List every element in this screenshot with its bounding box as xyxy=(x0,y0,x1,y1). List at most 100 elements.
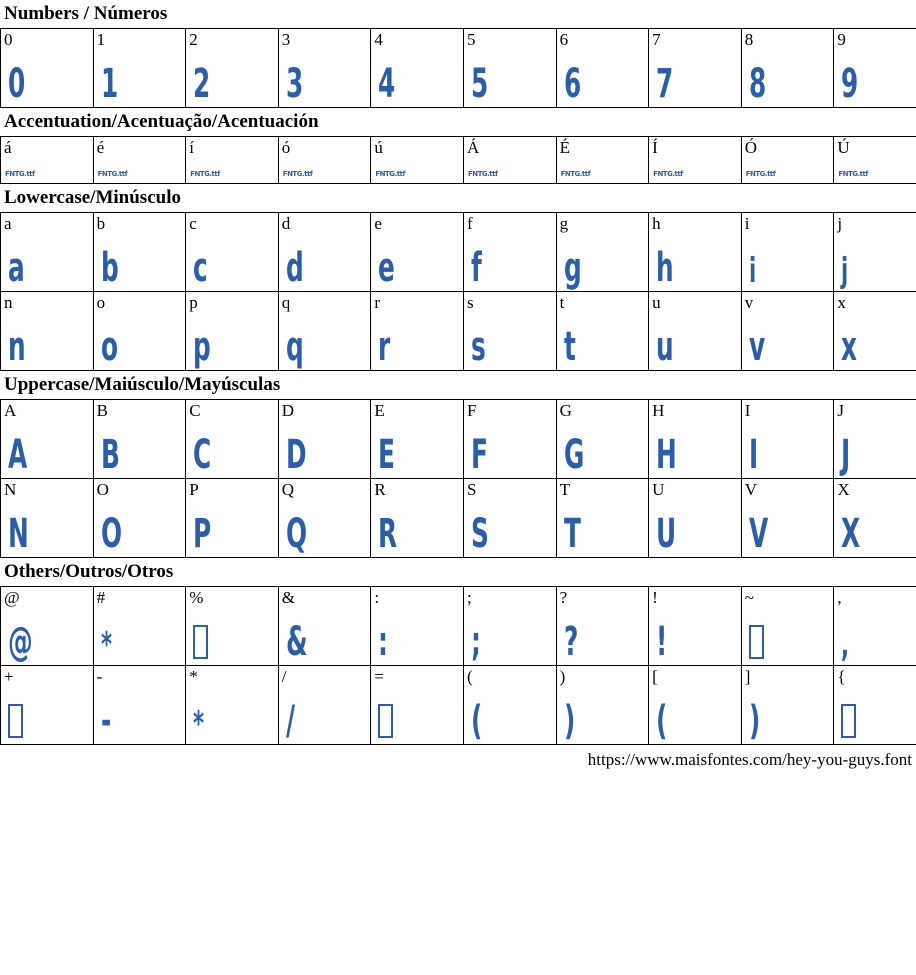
glyph-cell[interactable]: (( xyxy=(462,665,557,745)
glyph-cell[interactable]: & & xyxy=(277,586,372,666)
section-title-lowercase: Lowercase/Minúsculo xyxy=(4,187,181,208)
glyph-cell[interactable]: { xyxy=(833,665,916,745)
glyph-cell[interactable]: * * xyxy=(185,665,279,745)
glyph-cell[interactable]: :: xyxy=(370,586,464,666)
glyph-label: E xyxy=(374,401,385,420)
glyph-cell[interactable]: Ó FNTG.ttf xyxy=(740,136,835,184)
glyph-cell[interactable]: é FNTG.ttf xyxy=(92,136,187,184)
glyph-cell-body: ó FNTG.ttf xyxy=(279,137,371,183)
glyph-cell[interactable]: ~ xyxy=(740,586,835,666)
glyph-cell[interactable]: É FNTG.ttf xyxy=(555,136,650,184)
glyph-cell[interactable]: / / xyxy=(277,665,372,745)
glyph-cell[interactable]: )) xyxy=(555,665,650,745)
glyph-cell[interactable]: ]) xyxy=(740,665,835,745)
glyph-cell[interactable]: -- xyxy=(92,665,187,745)
glyph-label: a xyxy=(4,214,12,233)
glyph-cell[interactable]: % xyxy=(185,586,279,666)
glyph-cell[interactable]: !! xyxy=(648,586,742,666)
glyph-label: q xyxy=(281,293,291,312)
glyph-sample: D xyxy=(285,432,307,478)
glyph-cell[interactable]: ,, xyxy=(833,586,916,666)
glyph-cell[interactable]: Í FNTG.ttf xyxy=(648,136,742,184)
glyph-row: nnooppqqrrssttuuvvxxzzwwyy xyxy=(0,291,916,371)
glyph-cell[interactable]: @ @ xyxy=(0,586,94,666)
footer-url[interactable]: https://www.maisfontes.com/hey-you-guys.… xyxy=(587,750,912,769)
glyph-cell[interactable]: ?? xyxy=(555,586,650,666)
glyph-cell[interactable]: í FNTG.ttf xyxy=(185,136,279,184)
glyph-cell[interactable]: Ú FNTG.ttf xyxy=(833,136,916,184)
glyph-cell[interactable]: Á FNTG.ttf xyxy=(462,136,557,184)
glyph-cell[interactable]: á FNTG.ttf xyxy=(0,136,94,184)
glyph-grid-others: @@#*%&&::;;??!!~,,+--**//=(())[(]){} xyxy=(0,586,916,745)
glyph-cell-body: !! xyxy=(649,587,741,665)
glyph-cell[interactable]: [( xyxy=(648,665,742,745)
glyph-sample: E xyxy=(378,432,395,478)
glyph-cell[interactable]: ;; xyxy=(462,586,557,666)
glyph-sample: * xyxy=(100,625,112,665)
glyph-label: P xyxy=(189,480,199,499)
glyph-cell[interactable]: = xyxy=(370,665,464,745)
glyph-cell[interactable]: ú FNTG.ttf xyxy=(370,136,464,184)
glyph-label: e xyxy=(374,214,382,233)
glyph-cell[interactable]: # * xyxy=(92,586,187,666)
section-title-numbers: Numbers / Números xyxy=(4,3,168,24)
glyph-cell[interactable]: + xyxy=(0,665,94,745)
glyph-sample: FNTG.ttf xyxy=(5,170,35,178)
glyph-label: ? xyxy=(559,588,568,607)
glyph-cell[interactable]: ó FNTG.ttf xyxy=(277,136,372,184)
glyph-sample: O xyxy=(100,511,122,557)
